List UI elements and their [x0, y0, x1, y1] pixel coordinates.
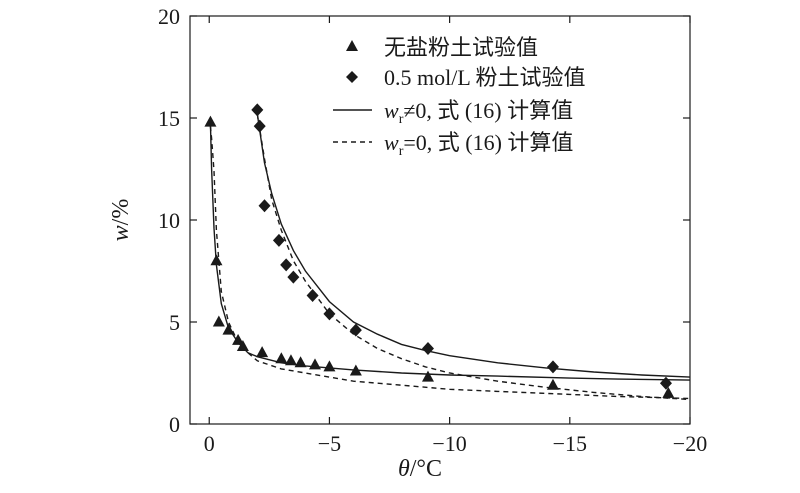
- triangle-point: [232, 333, 245, 345]
- diamond-point: [349, 323, 362, 337]
- triangle-point: [275, 352, 288, 364]
- legend-label-4-var: w: [384, 130, 399, 155]
- legend: 无盐粉土试验值 0.5 mol/L 粉土试验值 wr≠0, 式 (16) 计算值…: [333, 35, 585, 159]
- diamond-point: [287, 270, 300, 284]
- tick-layer: [190, 15, 691, 425]
- diamond-point: [253, 119, 266, 133]
- triangle-point: [294, 356, 307, 368]
- diamond-point: [421, 342, 434, 356]
- legend-label-3-var: w: [384, 98, 399, 123]
- x-tick-label: −10: [432, 431, 466, 456]
- triangle-point: [421, 370, 434, 382]
- triangle-point: [236, 339, 249, 351]
- legend-marker-diamond: [346, 71, 358, 83]
- diamond-point: [251, 103, 264, 117]
- y-tick-label: 10: [158, 208, 180, 233]
- x-axis-variable: θ: [398, 456, 410, 482]
- triangle-point: [222, 323, 235, 335]
- diamond-point: [659, 376, 672, 390]
- x-axis-unit: /°C: [410, 456, 442, 482]
- legend-label-4: wr=0, 式 (16) 计算值: [384, 130, 573, 159]
- tick-label-layer: 0 −5 −10 −15 −20 0 5 10 15 20: [158, 4, 707, 456]
- series-line-3: [209, 126, 690, 400]
- diamond-point: [306, 288, 319, 302]
- x-tick-label: 0: [204, 431, 215, 456]
- x-tick-label: −15: [553, 431, 587, 456]
- triangle-point: [323, 360, 336, 372]
- legend-label-4-rest: =0, 式 (16) 计算值: [403, 130, 573, 155]
- legend-label-3-rest: ≠0, 式 (16) 计算值: [403, 98, 573, 123]
- diamond-point: [280, 258, 293, 272]
- triangle-point: [210, 254, 223, 266]
- triangle-point: [204, 115, 217, 127]
- triangle-point: [284, 354, 297, 366]
- triangle-point: [349, 364, 362, 376]
- triangle-point: [256, 346, 269, 358]
- x-axis-title: θ/°C: [398, 456, 442, 482]
- y-tick-label: 5: [169, 310, 180, 335]
- y-tick-label: 20: [158, 4, 180, 29]
- x-tick-label: −20: [673, 431, 707, 456]
- series-line-4: [256, 113, 690, 378]
- series-line-2: [209, 122, 690, 381]
- legend-label-4-sub: r: [399, 144, 404, 159]
- triangle-point: [546, 378, 559, 390]
- triangle-point: [309, 358, 321, 370]
- y-axis-variable: w: [108, 225, 134, 241]
- diamond-point: [272, 233, 285, 247]
- diamond-point: [323, 307, 336, 321]
- y-axis-unit: /%: [108, 199, 134, 226]
- y-axis-title: w/%: [108, 199, 134, 242]
- legend-marker-triangle: [346, 40, 358, 51]
- diamond-point: [258, 199, 271, 213]
- triangle-point: [212, 315, 225, 327]
- triangle-point: [662, 386, 675, 398]
- legend-label-1: 无盐粉土试验值: [384, 35, 538, 60]
- diamond-point: [546, 360, 559, 374]
- series-line-5: [256, 113, 690, 401]
- y-tick-label: 0: [169, 412, 180, 437]
- x-tick-label: −5: [318, 431, 341, 456]
- legend-label-3: wr≠0, 式 (16) 计算值: [384, 98, 573, 127]
- legend-label-3-sub: r: [399, 112, 404, 127]
- marker-layer: [204, 103, 675, 398]
- legend-label-2: 0.5 mol/L 粉土试验值: [384, 65, 585, 90]
- y-tick-label: 15: [158, 106, 180, 131]
